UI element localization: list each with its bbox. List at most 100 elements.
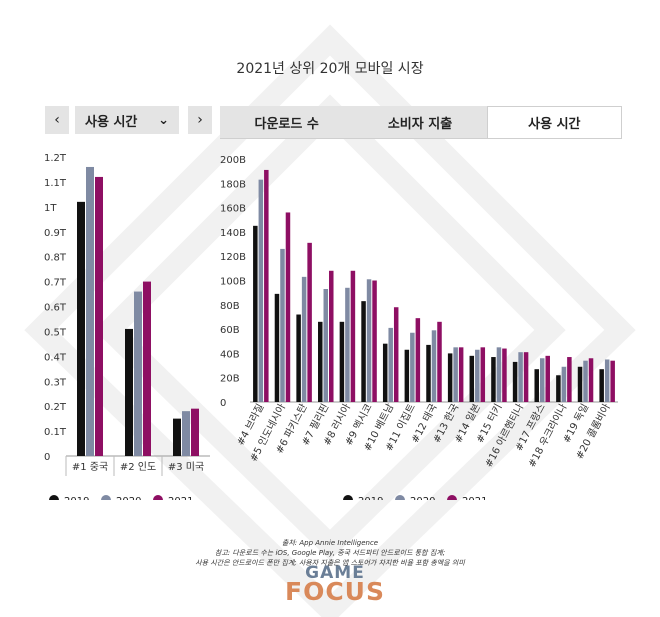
bar-2020 — [431, 330, 437, 402]
y-tick-label: 20B — [220, 374, 240, 385]
y-tick-label: 0.7T — [44, 278, 67, 289]
legend-marker-2019 — [343, 495, 353, 500]
bar-2021 — [480, 347, 486, 402]
metric-tabs: 다운로드 수 소비자 지출 사용 시간 — [220, 106, 622, 138]
y-tick-label: 0.1T — [44, 427, 67, 438]
bar-2021 — [545, 355, 550, 402]
bar-2020 — [323, 289, 329, 402]
bar-2019 — [447, 353, 453, 402]
bar-2021 — [502, 348, 507, 402]
x-tick-label: #2 인도 — [120, 461, 156, 473]
bar-2020 — [475, 349, 480, 402]
logo-line-2: FOCUS — [285, 577, 385, 606]
bar-2019 — [599, 369, 604, 402]
next-button[interactable]: › — [188, 106, 212, 134]
tab-usage-time[interactable]: 사용 시간 — [486, 106, 622, 138]
y-tick-label: 0.9T — [44, 228, 67, 239]
legend-marker-2021 — [153, 495, 163, 500]
bar-2021 — [95, 176, 103, 456]
bar-2021 — [285, 212, 291, 402]
legend-label-2019: 2019 — [64, 496, 89, 500]
y-tick-label: 140B — [220, 228, 246, 239]
bar-2019 — [556, 375, 561, 402]
page-title: 2021년 상위 20개 모바일 시장 — [236, 61, 424, 77]
chevron-down-icon: ⌄ — [158, 112, 169, 128]
bar-2019 — [469, 355, 475, 402]
bar-2020 — [345, 287, 350, 402]
bar-2019 — [274, 293, 280, 402]
legend-label-2021: 2021 — [462, 496, 487, 500]
y-tick-label: 0.8T — [44, 253, 67, 264]
bar-2020 — [453, 347, 458, 402]
bar-2019 — [534, 369, 539, 402]
bar-2020 — [258, 179, 264, 402]
metric-select[interactable]: 사용 시간 ⌄ — [75, 106, 179, 134]
top3-usage-chart: 0 0.1T 0.2T 0.3T 0.4T 0.5T 0.6T 0.7T 0.8T 0.9T 1T 1… — [44, 153, 210, 500]
gamefocus-logo: GAME FOCUS — [250, 565, 420, 606]
bar-2019 — [339, 321, 345, 402]
y-tick-label: 0.6T — [44, 303, 67, 314]
bar-2019 — [361, 301, 366, 402]
y-tick-label: 1.2T — [44, 153, 67, 164]
y-tick-label: 60B — [220, 325, 240, 336]
bar-2020 — [583, 360, 588, 402]
bar-2020 — [280, 248, 285, 402]
bar-2019 — [125, 328, 133, 456]
y-tick-label: 100B — [220, 277, 246, 288]
bar-2020 — [410, 332, 415, 402]
bar-2019 — [253, 225, 258, 402]
bar-2019 — [296, 314, 301, 402]
bar-2021 — [307, 242, 312, 402]
bar-2020 — [86, 166, 94, 456]
bar-2020 — [366, 279, 372, 402]
tab-downloads[interactable]: 다운로드 수 — [254, 116, 319, 132]
footer-note-1: 참고: 다운로드 수는 iOS, Google Play, 중국 서드파티 안드… — [214, 549, 446, 557]
bar-2020 — [496, 347, 502, 402]
y-tick-label: 1T — [44, 203, 57, 214]
legend-label-2019: 2019 — [358, 496, 383, 500]
legend-label-2020: 2020 — [410, 496, 435, 500]
bar-2019 — [318, 321, 323, 402]
bar-2020 — [539, 358, 545, 402]
metric-select-value: 사용 시간 — [85, 114, 138, 130]
bar-2021 — [143, 281, 151, 456]
bar-2019 — [77, 201, 85, 456]
bar-2019 — [173, 418, 181, 456]
y-tick-label: 0 — [44, 452, 50, 463]
bar-2021 — [523, 352, 529, 402]
bar-2021 — [393, 307, 399, 402]
bar-2019 — [512, 361, 518, 402]
bar-2019 — [382, 343, 388, 402]
x-tick-label: #3 미국 — [168, 461, 204, 473]
y-tick-label: 40B — [220, 349, 240, 360]
y-tick-label: 180B — [220, 179, 246, 190]
bar-2020 — [301, 276, 307, 402]
legend-marker-2020 — [395, 495, 405, 500]
bar-2021 — [567, 357, 572, 402]
bar-2020 — [182, 411, 190, 456]
legend-label-2020: 2020 — [116, 496, 141, 500]
bar-2019 — [577, 366, 583, 402]
prev-button[interactable]: ‹ — [45, 106, 69, 134]
y-tick-label: 160B — [220, 204, 246, 215]
bar-2021 — [329, 270, 334, 402]
bar-2021 — [350, 270, 356, 402]
y-tick-label: 1.1T — [44, 178, 67, 189]
y-tick-label: 0.2T — [44, 402, 67, 413]
bar-2020 — [134, 291, 142, 456]
footer-note-2: 사용 시간은 안드로이드 폰만 집계; 사용자 지출은 앱 스토어가 차지한 비… — [195, 559, 465, 567]
top4-20-usage-chart: 020B40B60B80B100B120B140B160B180B200B#4 … — [220, 155, 618, 500]
x-tick-label: #1 중국 — [72, 461, 108, 473]
legend-marker-2019 — [49, 495, 59, 500]
y-tick-label: 80B — [220, 301, 240, 312]
legend-marker-2021 — [447, 495, 457, 500]
legend-label-2021: 2021 — [168, 496, 193, 500]
y-tick-label: 0.4T — [44, 352, 67, 363]
bar-2021 — [264, 169, 269, 402]
y-tick-label: 120B — [220, 252, 246, 263]
footer-source: 출처: App Annie Intelligence — [281, 539, 379, 547]
bar-2019 — [491, 357, 496, 402]
bar-2020 — [518, 352, 523, 402]
tab-consumer-spend[interactable]: 소비자 지출 — [387, 116, 453, 132]
